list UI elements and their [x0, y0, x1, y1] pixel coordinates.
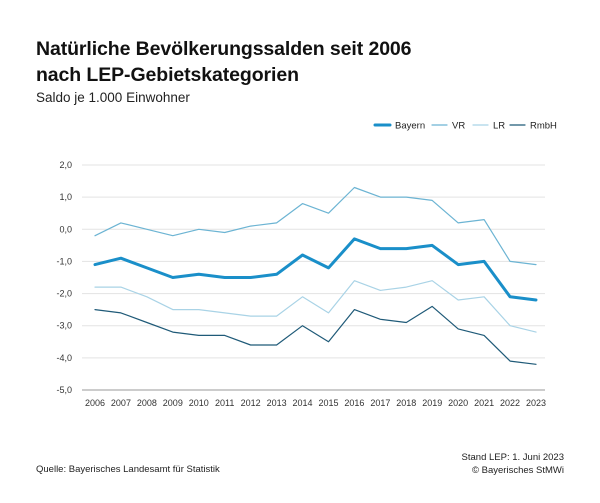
x-tick-label: 2009 [163, 398, 183, 408]
legend-label-vr: VR [452, 121, 465, 132]
legend-label-bayern: Bayern [395, 121, 425, 132]
series-line-lr [94, 280, 537, 333]
x-tick-label: 2015 [318, 398, 338, 408]
chart-title: Natürliche Bevölkerungssalden seit 2006 … [36, 36, 412, 88]
source-note: Quelle: Bayerisches Landesamt für Statis… [36, 464, 220, 475]
x-tick-label: 2013 [267, 398, 287, 408]
x-tick-label: 2010 [189, 398, 209, 408]
series-line-bayern [93, 237, 538, 302]
x-tick-label: 2021 [474, 398, 494, 408]
y-tick-label: 1,0 [59, 192, 72, 202]
y-tick-label: -3,0 [56, 321, 72, 331]
legend-label-rmbh: RmbH [530, 121, 557, 132]
chart-title-line-1: Natürliche Bevölkerungssalden seit 2006 [36, 38, 412, 60]
y-tick-label: -1,0 [56, 256, 72, 266]
chart-subtitle: Saldo je 1.000 Einwohner [36, 90, 190, 105]
copyright-note: © Bayerisches StMWi [472, 465, 564, 476]
x-tick-label: 2011 [215, 398, 234, 408]
x-tick-label: 2016 [344, 398, 364, 408]
legend-label-lr: LR [493, 121, 505, 132]
y-tick-label: -2,0 [56, 289, 72, 299]
y-tick-label: -4,0 [56, 353, 72, 363]
x-tick-label: 2017 [370, 398, 390, 408]
series-line-rmbh [94, 305, 537, 365]
stand-note: Stand LEP: 1. Juni 2023 [461, 452, 564, 463]
y-tick-label: 0,0 [59, 224, 72, 234]
chart-title-line-2: nach LEP-Gebietskategorien [36, 64, 299, 86]
x-tick-label: 2006 [85, 398, 105, 408]
y-tick-label: -5,0 [56, 385, 72, 395]
x-tick-label: 2023 [526, 398, 546, 408]
x-tick-label: 2007 [111, 398, 131, 408]
x-tick-label: 2012 [241, 398, 261, 408]
series-line-vr [94, 186, 537, 266]
x-tick-label: 2008 [137, 398, 157, 408]
x-tick-label: 2022 [500, 398, 520, 408]
x-tick-label: 2018 [396, 398, 416, 408]
x-tick-label: 2020 [448, 398, 468, 408]
x-tick-label: 2019 [422, 398, 442, 408]
y-tick-label: 2,0 [59, 160, 72, 170]
x-tick-label: 2014 [293, 398, 313, 408]
